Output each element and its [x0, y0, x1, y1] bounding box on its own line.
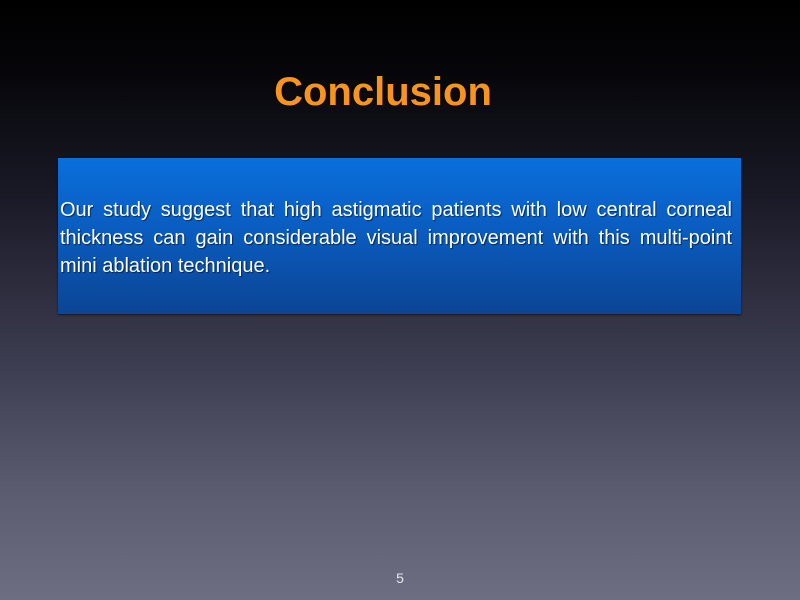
- conclusion-text-box: Our study suggest that high astigmatic p…: [58, 158, 741, 314]
- page-number: 5: [396, 570, 404, 586]
- conclusion-text: Our study suggest that high astigmatic p…: [60, 199, 732, 277]
- slide-title: Conclusion: [274, 70, 492, 114]
